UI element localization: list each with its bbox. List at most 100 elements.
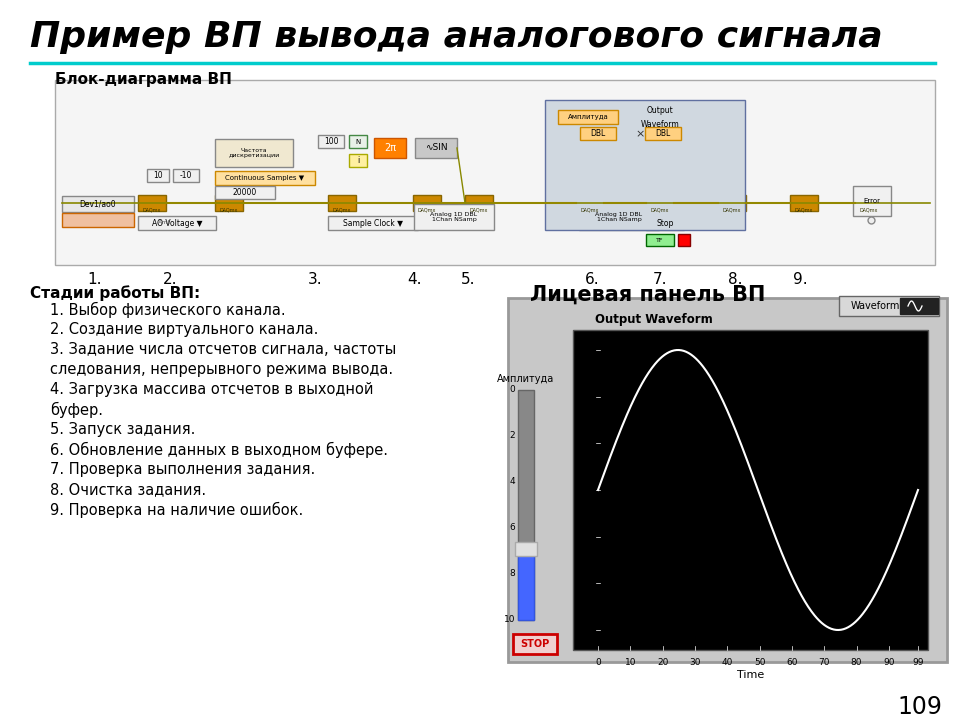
- Text: ∿SIN: ∿SIN: [424, 143, 447, 153]
- FancyBboxPatch shape: [513, 634, 557, 654]
- Text: 7. Проверка выполнения задания.: 7. Проверка выполнения задания.: [50, 462, 315, 477]
- Text: 99: 99: [912, 658, 924, 667]
- Text: 8. Очистка задания.: 8. Очистка задания.: [50, 482, 206, 497]
- Text: Лицевая панель ВП: Лицевая панель ВП: [530, 285, 765, 305]
- Text: 10: 10: [154, 171, 163, 180]
- Text: 10: 10: [625, 658, 636, 667]
- FancyBboxPatch shape: [465, 195, 493, 211]
- Text: 70: 70: [819, 658, 830, 667]
- Text: Waveform: Waveform: [640, 120, 680, 129]
- Text: 109: 109: [898, 695, 943, 719]
- Text: DAQmx: DAQmx: [418, 207, 436, 212]
- FancyBboxPatch shape: [853, 186, 891, 216]
- Text: 4. Загрузка массива отсчетов в выходной: 4. Загрузка массива отсчетов в выходной: [50, 382, 373, 397]
- FancyBboxPatch shape: [318, 135, 344, 148]
- Text: 1.0: 1.0: [581, 438, 595, 448]
- Text: 1.: 1.: [87, 272, 103, 287]
- FancyBboxPatch shape: [718, 195, 746, 211]
- Text: -3.0: -3.0: [577, 626, 595, 634]
- FancyBboxPatch shape: [518, 551, 534, 620]
- FancyBboxPatch shape: [855, 195, 883, 211]
- Text: DAQmx: DAQmx: [333, 207, 351, 212]
- Text: Амплитуда: Амплитуда: [567, 114, 609, 120]
- Text: 5. Запуск задания.: 5. Запуск задания.: [50, 422, 196, 437]
- FancyBboxPatch shape: [415, 138, 457, 158]
- FancyBboxPatch shape: [138, 195, 166, 211]
- Text: Continuous Samples ▼: Continuous Samples ▼: [226, 175, 304, 181]
- FancyBboxPatch shape: [374, 138, 406, 158]
- FancyBboxPatch shape: [349, 154, 367, 167]
- Text: 9. Проверка на наличие ошибок.: 9. Проверка на наличие ошибок.: [50, 502, 303, 518]
- FancyBboxPatch shape: [55, 80, 935, 265]
- FancyBboxPatch shape: [646, 216, 684, 230]
- Text: Waveform: Waveform: [851, 301, 900, 311]
- FancyBboxPatch shape: [580, 127, 616, 140]
- FancyBboxPatch shape: [558, 110, 618, 124]
- Text: 6. Обновление данных в выходном буфере.: 6. Обновление данных в выходном буфере.: [50, 442, 388, 458]
- Text: DBL: DBL: [656, 129, 671, 138]
- Text: Amplitude: Amplitude: [578, 465, 588, 515]
- Text: DBL: DBL: [590, 129, 606, 138]
- Text: Dev1/ao0: Dev1/ao0: [80, 199, 116, 209]
- Text: DAQmx: DAQmx: [220, 207, 238, 212]
- Text: 4.: 4.: [408, 272, 422, 287]
- FancyBboxPatch shape: [839, 296, 939, 316]
- Text: 0: 0: [595, 658, 601, 667]
- Text: 2.: 2.: [163, 272, 178, 287]
- Text: 10: 10: [503, 616, 515, 624]
- Text: Блок-диаграмма ВП: Блок-диаграмма ВП: [55, 72, 232, 87]
- FancyBboxPatch shape: [573, 330, 928, 650]
- Text: DAQmx: DAQmx: [860, 207, 878, 212]
- FancyBboxPatch shape: [349, 135, 367, 148]
- FancyBboxPatch shape: [645, 127, 681, 140]
- FancyBboxPatch shape: [215, 186, 275, 199]
- Text: 4: 4: [510, 477, 515, 487]
- Text: 20: 20: [657, 658, 668, 667]
- Text: 30: 30: [689, 658, 701, 667]
- FancyBboxPatch shape: [62, 213, 134, 227]
- Text: 3.0: 3.0: [581, 346, 595, 354]
- Text: Output: Output: [647, 106, 673, 115]
- FancyBboxPatch shape: [328, 216, 418, 230]
- Text: STOP: STOP: [520, 639, 550, 649]
- Text: 80: 80: [851, 658, 862, 667]
- FancyBboxPatch shape: [328, 195, 356, 211]
- Text: 8.: 8.: [728, 272, 742, 287]
- Text: 9.: 9.: [793, 272, 807, 287]
- Text: 50: 50: [754, 658, 765, 667]
- FancyBboxPatch shape: [518, 390, 534, 620]
- FancyBboxPatch shape: [414, 204, 494, 230]
- Text: 2π: 2π: [384, 143, 396, 153]
- Text: -10: -10: [180, 171, 192, 180]
- Text: 20000: 20000: [233, 188, 257, 197]
- Text: DAQmx: DAQmx: [581, 207, 599, 212]
- FancyBboxPatch shape: [215, 139, 293, 167]
- Text: 0.0: 0.0: [581, 485, 595, 495]
- Text: Output Waveform: Output Waveform: [595, 313, 712, 326]
- FancyBboxPatch shape: [138, 216, 216, 230]
- Text: Analog 1D DBL
1Chan NSamp: Analog 1D DBL 1Chan NSamp: [430, 212, 477, 222]
- Text: 100: 100: [324, 137, 338, 146]
- FancyBboxPatch shape: [678, 234, 690, 246]
- Text: 1. Выбор физического канала.: 1. Выбор физического канала.: [50, 302, 286, 318]
- Text: следования, непрерывного режима вывода.: следования, непрерывного режима вывода.: [50, 362, 394, 377]
- FancyBboxPatch shape: [545, 100, 745, 230]
- FancyBboxPatch shape: [900, 298, 938, 314]
- FancyBboxPatch shape: [62, 196, 134, 212]
- Text: Time: Time: [737, 670, 764, 680]
- FancyBboxPatch shape: [508, 298, 947, 662]
- Text: 2: 2: [510, 431, 515, 441]
- Text: буфер.: буфер.: [50, 402, 103, 418]
- Text: ×: ×: [636, 129, 645, 139]
- Text: DAQmx: DAQmx: [469, 207, 489, 212]
- FancyBboxPatch shape: [173, 169, 199, 182]
- Text: 5.: 5.: [461, 272, 475, 287]
- Text: Частота
дискретизации: Частота дискретизации: [228, 148, 279, 158]
- Text: -2.0: -2.0: [578, 579, 595, 588]
- Text: DAQmx: DAQmx: [143, 207, 161, 212]
- Text: N: N: [355, 138, 361, 145]
- Text: 3.: 3.: [308, 272, 323, 287]
- FancyBboxPatch shape: [515, 542, 537, 556]
- Text: 6.: 6.: [585, 272, 599, 287]
- Text: Analog 1D DBL
1Chan NSamp: Analog 1D DBL 1Chan NSamp: [595, 212, 642, 222]
